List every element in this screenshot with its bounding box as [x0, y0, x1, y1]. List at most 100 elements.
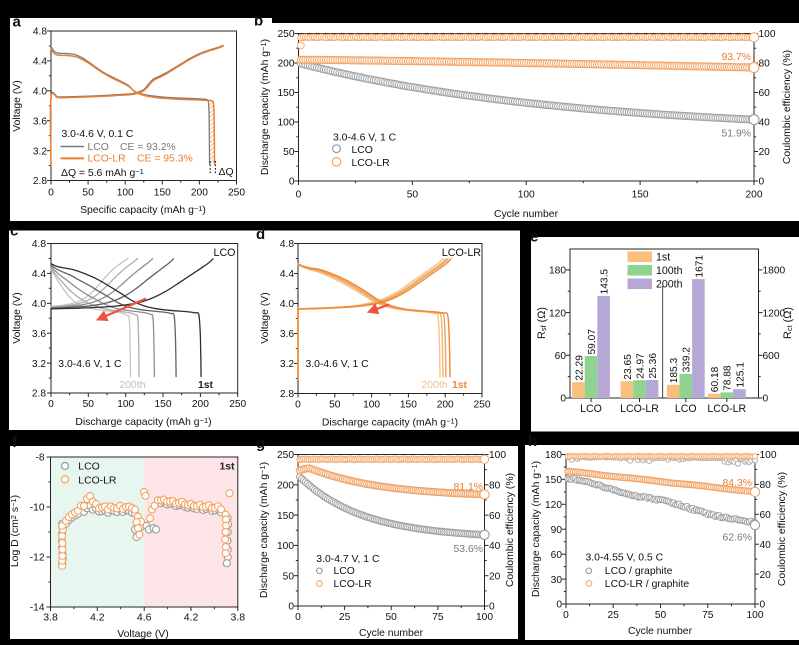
svg-text:Voltage (V): Voltage (V) — [12, 80, 23, 131]
svg-text:Voltage (V): Voltage (V) — [117, 629, 168, 640]
svg-text:0: 0 — [296, 190, 302, 201]
svg-text:100: 100 — [117, 399, 134, 410]
svg-text:50: 50 — [283, 571, 295, 582]
svg-text:3.2: 3.2 — [280, 359, 294, 370]
svg-text:20: 20 — [489, 571, 501, 582]
svg-text:Discharge capacity (mAh g−1): Discharge capacity (mAh g−1) — [259, 39, 271, 175]
svg-text:3.8: 3.8 — [43, 612, 58, 624]
svg-text:200: 200 — [437, 400, 454, 411]
svg-text:50: 50 — [386, 612, 398, 623]
svg-text:Cycle number: Cycle number — [359, 628, 424, 639]
svg-text:0: 0 — [556, 600, 562, 611]
svg-text:h: h — [528, 433, 537, 450]
svg-text:53.6%: 53.6% — [454, 544, 483, 555]
svg-text:120: 120 — [549, 308, 566, 319]
svg-text:20: 20 — [760, 570, 772, 581]
svg-text:40: 40 — [760, 540, 772, 551]
svg-text:LCO: LCO — [352, 145, 373, 156]
svg-text:80: 80 — [489, 481, 501, 492]
svg-text:Discharge capacity (mAh g−1): Discharge capacity (mAh g−1) — [258, 462, 270, 598]
svg-text:90: 90 — [551, 525, 563, 536]
svg-text:LCO: LCO — [675, 403, 697, 415]
svg-text:4.4: 4.4 — [280, 269, 294, 280]
svg-text:3.8: 3.8 — [230, 612, 245, 624]
svg-text:2.8: 2.8 — [32, 389, 46, 400]
svg-text:LCO-LR / graphite: LCO-LR / graphite — [605, 579, 690, 590]
svg-text:4.4: 4.4 — [33, 57, 47, 68]
svg-text:150: 150 — [545, 475, 562, 486]
svg-text:60: 60 — [555, 351, 567, 362]
svg-text:24.97: 24.97 — [635, 353, 646, 379]
svg-text:Rsf (Ω): Rsf (Ω) — [536, 307, 548, 339]
svg-text:25: 25 — [339, 612, 351, 623]
svg-text:150: 150 — [400, 400, 417, 411]
svg-text:g: g — [256, 435, 265, 452]
svg-text:-8: -8 — [35, 453, 44, 464]
svg-text:1800: 1800 — [763, 266, 786, 277]
svg-text:185.3: 185.3 — [669, 357, 680, 383]
svg-text:40: 40 — [489, 541, 501, 552]
svg-text:-14: -14 — [30, 603, 45, 614]
svg-text:100th: 100th — [656, 265, 683, 277]
svg-text:200th: 200th — [656, 279, 683, 291]
svg-text:LCO-LR: LCO-LR — [352, 158, 391, 169]
svg-text:Specific capacity (mAh g−1): Specific capacity (mAh g−1) — [80, 204, 206, 216]
svg-text:81.1%: 81.1% — [454, 482, 483, 493]
svg-text:200th: 200th — [421, 380, 447, 391]
svg-text:150: 150 — [632, 190, 649, 201]
svg-text:100: 100 — [277, 541, 294, 552]
svg-text:80: 80 — [759, 59, 771, 70]
svg-text:250: 250 — [474, 400, 491, 411]
svg-text:50: 50 — [655, 610, 667, 621]
svg-text:4.0: 4.0 — [32, 299, 46, 310]
svg-text:200: 200 — [192, 399, 209, 410]
svg-text:LCO: LCO — [334, 566, 355, 577]
svg-text:LCO-LR: LCO-LR — [620, 403, 659, 415]
svg-text:b: b — [254, 13, 263, 30]
svg-text:ΔQ = 5.6 mAh g−1: ΔQ = 5.6 mAh g−1 — [61, 167, 144, 179]
svg-text:59.07: 59.07 — [587, 329, 598, 355]
svg-text:20: 20 — [759, 147, 771, 158]
svg-text:80: 80 — [760, 480, 772, 491]
svg-text:CE = 93.2%: CE = 93.2% — [120, 142, 176, 153]
svg-text:78.88: 78.88 — [723, 365, 734, 391]
svg-text:250: 250 — [278, 29, 295, 40]
svg-text:3.0-4.6 V, 1 C: 3.0-4.6 V, 1 C — [333, 132, 397, 143]
svg-text:200: 200 — [277, 481, 294, 492]
svg-text:1st: 1st — [656, 252, 670, 264]
svg-text:Cycle number: Cycle number — [494, 209, 559, 220]
svg-text:4.0: 4.0 — [280, 299, 294, 310]
svg-text:Coulombic efficiency (%): Coulombic efficiency (%) — [777, 472, 788, 586]
svg-text:0: 0 — [48, 399, 54, 410]
svg-text:LCO-LR: LCO-LR — [78, 475, 117, 486]
svg-text:0: 0 — [289, 177, 295, 188]
svg-text:3.0-4.6 V, 0.1 C: 3.0-4.6 V, 0.1 C — [62, 129, 134, 140]
svg-text:23.65: 23.65 — [623, 354, 634, 380]
svg-text:LCO: LCO — [214, 247, 236, 259]
svg-text:LCO-LR: LCO-LR — [334, 579, 373, 590]
svg-text:75: 75 — [702, 610, 714, 621]
svg-text:250: 250 — [228, 188, 245, 199]
svg-text:50: 50 — [329, 400, 341, 411]
svg-text:3.6: 3.6 — [32, 329, 46, 340]
svg-text:0: 0 — [563, 610, 569, 621]
svg-text:100: 100 — [489, 450, 506, 461]
svg-text:200: 200 — [746, 190, 763, 201]
svg-text:Cycle number: Cycle number — [628, 626, 693, 637]
svg-text:3.0-4.6 V, 1 C: 3.0-4.6 V, 1 C — [58, 359, 122, 370]
svg-text:30: 30 — [551, 575, 563, 586]
svg-text:50: 50 — [83, 399, 95, 410]
svg-text:4.2: 4.2 — [90, 612, 105, 624]
svg-text:250: 250 — [229, 399, 246, 410]
svg-text:60: 60 — [489, 511, 501, 522]
svg-text:0: 0 — [760, 600, 766, 611]
svg-text:Discharge capacity (mAh g−1): Discharge capacity (mAh g−1) — [75, 416, 211, 428]
svg-text:Coulombic efficiency (%): Coulombic efficiency (%) — [782, 50, 793, 164]
svg-text:f: f — [12, 434, 18, 451]
svg-text:50: 50 — [283, 147, 295, 158]
svg-text:2.8: 2.8 — [280, 389, 294, 400]
svg-text:Log D (cm2 s−1): Log D (cm2 s−1) — [9, 495, 21, 567]
svg-text:LCO-LR: LCO-LR — [442, 247, 481, 259]
svg-text:25.36: 25.36 — [648, 353, 659, 379]
svg-text:60: 60 — [759, 88, 771, 99]
